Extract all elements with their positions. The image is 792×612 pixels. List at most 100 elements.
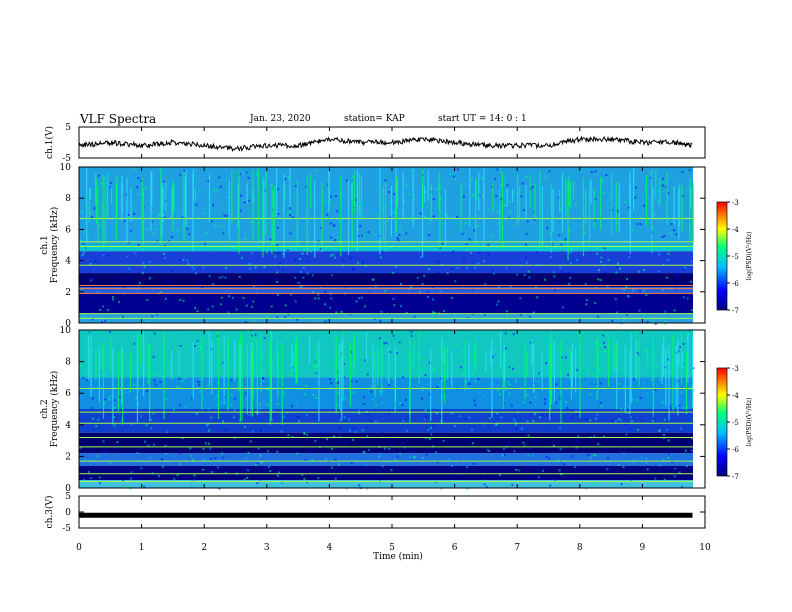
spectrogram-cell	[474, 266, 477, 269]
spectrogram-cell	[431, 314, 434, 317]
spectrogram-cell	[542, 469, 545, 472]
spectrogram-cell	[424, 216, 427, 219]
spectrogram-cell	[218, 467, 221, 470]
date-label: Jan. 23, 2020	[250, 114, 311, 124]
spectrogram-cell	[615, 301, 618, 304]
spectrogram-cell	[284, 304, 287, 307]
spectrogram-burst	[652, 187, 654, 219]
spectrogram-cell	[686, 297, 689, 300]
spectrogram-cell	[336, 404, 339, 407]
spectrogram-cell	[597, 315, 600, 318]
spectrogram-burst	[129, 352, 132, 393]
colorbar-tick-label: -3	[732, 199, 739, 207]
spectrogram-burst	[518, 185, 521, 222]
spectrogram-cell	[267, 450, 270, 453]
spectrogram-cell	[219, 401, 222, 404]
spectrogram-cell	[342, 362, 345, 365]
spectrogram-cell	[95, 425, 98, 428]
spectrogram-cell	[144, 440, 147, 443]
spectrogram-cell	[597, 278, 600, 281]
spectrogram-cell	[145, 227, 148, 230]
spectrogram-cell	[327, 315, 330, 318]
spectrogram-cell	[266, 315, 269, 318]
spectrogram-cell	[537, 263, 540, 266]
spectrogram-cell	[441, 222, 444, 225]
spectrogram-cell	[222, 420, 225, 423]
spectrogram-cell	[330, 382, 333, 385]
spectrogram-burst	[531, 339, 533, 365]
spectrogram-cell	[225, 214, 228, 217]
spectrogram-cell	[329, 306, 332, 309]
spectrogram-cell	[324, 303, 327, 306]
spectrogram-cell	[633, 169, 636, 172]
spectrogram-cell	[113, 406, 116, 409]
spectrogram-cell	[601, 189, 604, 192]
spectrogram-cell	[230, 237, 233, 240]
spectrogram-cell	[439, 313, 442, 316]
spectrogram-cell	[283, 415, 286, 418]
spectrogram-cell	[575, 410, 578, 413]
spectrogram-cell	[545, 455, 548, 458]
spectrogram-cell	[342, 189, 345, 192]
spectrogram-cell	[191, 384, 194, 387]
spectrogram-cell	[274, 255, 277, 258]
spectrogram-cell	[430, 367, 433, 370]
spectrogram-cell	[663, 322, 666, 325]
spectrogram-cell	[646, 242, 649, 245]
spectrogram-burst	[335, 335, 337, 378]
spectrogram-cell	[406, 374, 409, 377]
spectrogram-cell	[287, 247, 290, 250]
spectrogram-cell	[619, 449, 622, 452]
spectrogram-cell	[523, 209, 526, 212]
spectrogram-cell	[186, 259, 189, 262]
spectrogram-cell	[482, 394, 485, 397]
x-tick-label: 7	[514, 543, 520, 553]
spectrogram-cell	[663, 418, 666, 421]
spectrogram-cell	[396, 455, 399, 458]
spectrogram-cell	[495, 303, 498, 306]
spectrogram-cell	[663, 433, 666, 436]
spectrogram-cell	[375, 468, 378, 471]
spectrogram-cell	[625, 313, 628, 316]
spectrogram-burst	[579, 330, 581, 418]
spectrogram-burst	[283, 174, 285, 258]
spectrogram-cell	[428, 361, 431, 364]
spectrogram-cell	[461, 232, 464, 235]
spectrogram-cell	[391, 211, 394, 214]
spectrogram-cell	[633, 304, 636, 307]
x-tick-label: 6	[452, 543, 458, 553]
spectrogram-cell	[517, 438, 520, 441]
spectrogram-cell	[312, 393, 315, 396]
spectrogram-burst	[88, 335, 90, 380]
spectrogram-cell	[336, 381, 339, 384]
spectrogram-cell	[509, 383, 512, 386]
spectrogram-burst	[281, 344, 283, 425]
spectrogram-burst	[140, 333, 142, 366]
spectrogram-cell	[215, 189, 218, 192]
spectrogram-cell	[646, 468, 649, 471]
spectrogram-cell	[299, 270, 302, 273]
spectrogram-cell	[156, 313, 159, 316]
spectrogram-cell	[364, 463, 367, 466]
spectrogram-burst	[629, 350, 631, 415]
colorbar-tick-label: -7	[732, 307, 739, 315]
spectrogram-cell	[297, 415, 300, 418]
spectrogram-cell	[666, 358, 669, 361]
spectrogram-cell	[170, 236, 173, 239]
spectrogram-cell	[282, 390, 285, 393]
spectrogram-cell	[400, 305, 403, 308]
spectrogram-cell	[324, 343, 327, 346]
spectrogram-burst	[201, 336, 203, 410]
spectrogram-cell	[520, 195, 523, 198]
spectrogram-cell	[194, 230, 197, 233]
spectrogram-cell	[481, 177, 484, 180]
spectrogram-cell	[205, 424, 208, 427]
spectrogram-cell	[573, 393, 576, 396]
spectrogram-cell	[188, 233, 191, 236]
spectrogram-cell	[658, 253, 661, 256]
spectrogram-cell	[526, 420, 529, 423]
spectrogram-cell	[455, 354, 458, 357]
spectrogram-cell	[501, 167, 504, 170]
spectrogram-burst	[539, 171, 541, 250]
panel-frame	[78, 495, 706, 529]
